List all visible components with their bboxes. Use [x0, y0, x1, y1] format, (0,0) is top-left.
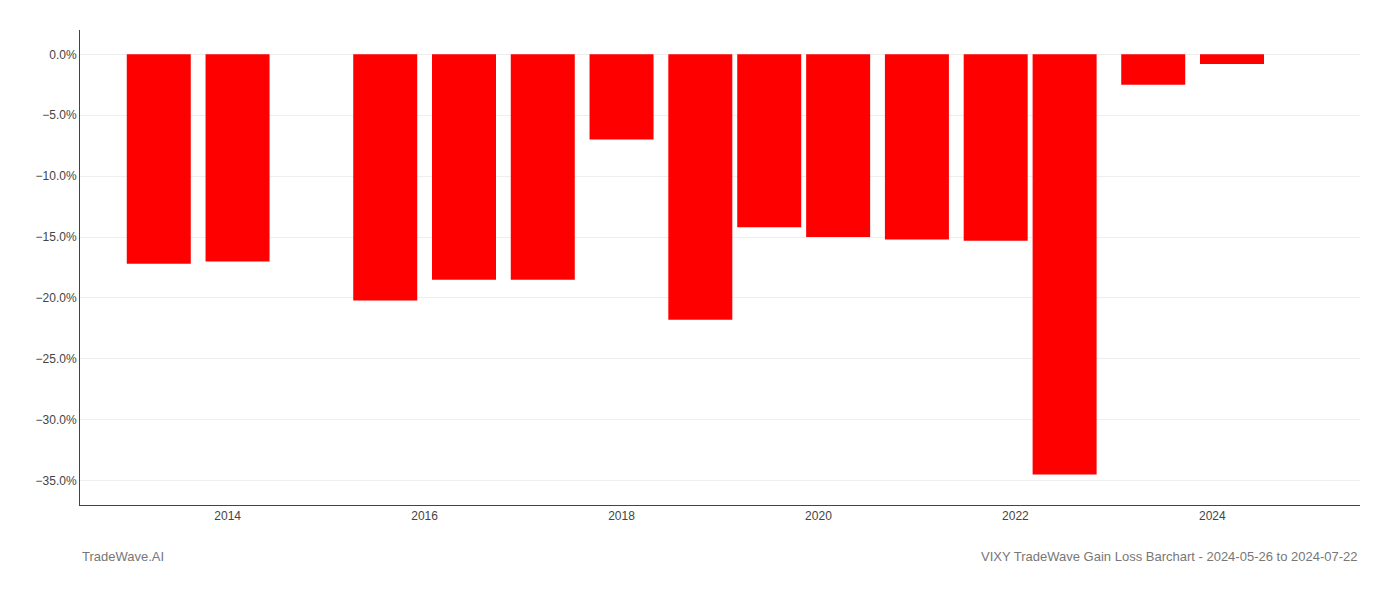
- svg-text:2018: 2018: [608, 509, 635, 523]
- svg-text:−25.0%: −25.0%: [36, 352, 77, 366]
- svg-text:2016: 2016: [411, 509, 438, 523]
- svg-text:−35.0%: −35.0%: [36, 474, 77, 488]
- svg-text:−30.0%: −30.0%: [36, 413, 77, 427]
- svg-text:0.0%: 0.0%: [49, 48, 77, 62]
- svg-text:−20.0%: −20.0%: [36, 291, 77, 305]
- svg-text:2024: 2024: [1199, 509, 1226, 523]
- svg-text:−10.0%: −10.0%: [36, 169, 77, 183]
- svg-text:−15.0%: −15.0%: [36, 230, 77, 244]
- svg-text:2014: 2014: [214, 509, 241, 523]
- svg-text:VIXY TradeWave Gain Loss Barch: VIXY TradeWave Gain Loss Barchart - 2024…: [981, 549, 1358, 564]
- svg-text:2020: 2020: [805, 509, 832, 523]
- svg-text:−5.0%: −5.0%: [42, 108, 77, 122]
- svg-text:TradeWave.AI: TradeWave.AI: [82, 549, 164, 564]
- svg-text:2022: 2022: [1002, 509, 1029, 523]
